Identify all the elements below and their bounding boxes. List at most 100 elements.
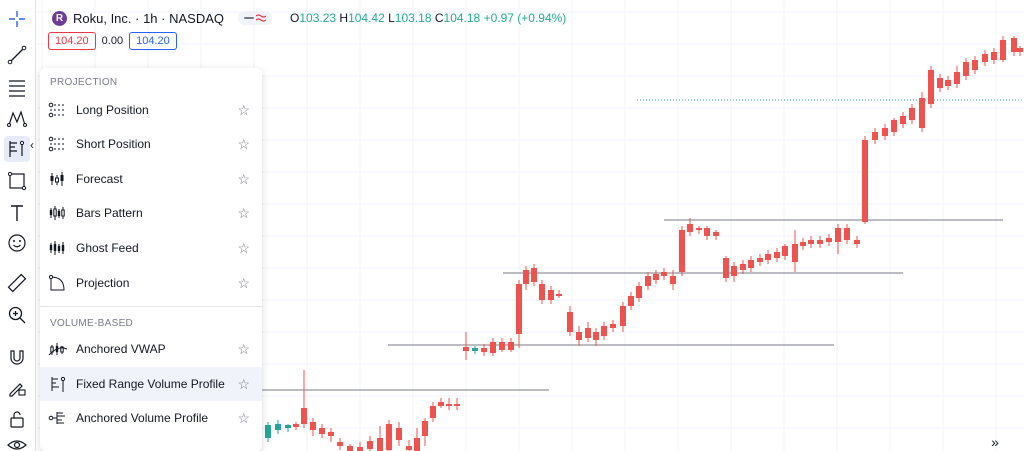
favorite-star-icon[interactable]: ☆ <box>237 409 250 426</box>
candle-body <box>740 264 746 270</box>
candle-body <box>593 332 599 340</box>
candle-body <box>539 284 545 300</box>
favorite-star-icon[interactable]: ☆ <box>237 135 250 152</box>
menu-item-anchored-vwap[interactable]: Anchored VWAP ☆ <box>40 332 262 366</box>
menu-item-ghost-feed[interactable]: Ghost Feed ☆ <box>40 231 262 265</box>
collapse-arrow[interactable]: ‹ <box>30 138 34 152</box>
measure-tool[interactable] <box>4 270 30 296</box>
fib-retracement-icon <box>9 80 25 97</box>
menu-item-label: Anchored Volume Profile <box>76 411 209 425</box>
candle-body <box>481 348 487 352</box>
trend-line-tool[interactable] <box>4 42 30 68</box>
menu-item-label: Short Position <box>76 137 151 151</box>
candle-body <box>446 404 452 406</box>
magnet-tool[interactable] <box>4 344 30 370</box>
crosshair-tool[interactable] <box>4 6 30 32</box>
sell-button[interactable]: 104.20 <box>48 32 96 50</box>
menu-item-anchored-volume-profile[interactable]: Anchored Volume Profile ☆ <box>40 401 262 435</box>
shape-tool[interactable] <box>4 168 30 194</box>
candle-body <box>275 424 281 430</box>
favorite-star-icon[interactable]: ☆ <box>237 375 250 392</box>
candle-body <box>679 230 685 272</box>
candle-body <box>301 408 307 424</box>
candle-body <box>909 108 915 120</box>
menu-item-label: Anchored VWAP <box>76 342 166 356</box>
high-key: H <box>339 11 349 25</box>
smile-icon <box>8 234 26 252</box>
text-tool[interactable] <box>4 200 30 226</box>
favorite-star-icon[interactable]: ☆ <box>237 340 250 357</box>
trend-line-icon <box>7 45 27 65</box>
menu-item-label: Long Position <box>76 103 149 117</box>
magnet-icon <box>10 350 24 365</box>
candle-body <box>576 332 582 340</box>
fixed-range-volume-profile-icon <box>47 373 69 395</box>
long-position-icon <box>47 99 69 121</box>
candle-body <box>438 402 444 406</box>
candles <box>265 36 1023 451</box>
symbol-logo: R <box>52 10 67 26</box>
unlock-icon <box>10 411 24 428</box>
buy-button[interactable]: 104.20 <box>129 32 177 50</box>
favorite-star-icon[interactable]: ☆ <box>237 204 250 221</box>
menu-item-forecast[interactable]: Forecast ☆ <box>40 162 262 196</box>
menu-item-bars-pattern[interactable]: Bars Pattern ☆ <box>40 196 262 230</box>
lock-tool[interactable] <box>4 406 30 432</box>
candle-body <box>687 224 693 232</box>
favorite-star-icon[interactable]: ☆ <box>237 101 250 118</box>
anchored-vwap-icon <box>47 338 69 360</box>
ohlc-values: O103.23 H104.42 L103.18 C104.18 +0.97 (+… <box>290 11 566 25</box>
favorite-star-icon[interactable]: ☆ <box>237 274 250 291</box>
scroll-to-realtime-button[interactable]: » <box>991 434 999 450</box>
fib-tool[interactable] <box>4 74 30 100</box>
price-chart[interactable] <box>37 0 1024 451</box>
candle-body <box>696 228 702 230</box>
menu-item-fixed-range-volume-profile[interactable]: Fixed Range Volume Profile ☆ <box>40 367 262 401</box>
zoom-tool[interactable] <box>4 302 30 328</box>
chart-canvas[interactable] <box>37 0 1024 451</box>
candle-body <box>265 425 271 438</box>
candle-body <box>808 240 814 244</box>
candle-body <box>782 246 788 256</box>
drawing-toolbar: ‹ <box>0 0 36 451</box>
menu-item-short-position[interactable]: Short Position ☆ <box>40 127 262 161</box>
candle-body <box>817 240 823 244</box>
candle-body <box>765 254 771 260</box>
prediction-tool[interactable] <box>4 136 30 162</box>
menu-item-projection[interactable]: Projection ☆ <box>40 266 262 300</box>
candle-body <box>508 342 514 350</box>
menu-item-label: Forecast <box>76 172 123 186</box>
horizontal-levels <box>262 99 1024 391</box>
candle-body <box>670 276 676 284</box>
menu-divider <box>40 306 262 307</box>
symbol-header: R Roku, Inc. · 1h · NASDAQ O103.23 H104.… <box>52 8 566 28</box>
candle-body <box>937 78 943 88</box>
candle-body <box>919 98 925 128</box>
candle-body <box>991 52 997 60</box>
favorite-star-icon[interactable]: ☆ <box>237 239 250 256</box>
visibility-tool[interactable] <box>4 432 30 451</box>
menu-item-long-position[interactable]: Long Position ☆ <box>40 93 262 127</box>
low-key: L <box>388 11 395 25</box>
candle-body <box>636 286 642 298</box>
candle-body <box>601 326 607 336</box>
menu-item-label: Projection <box>76 276 130 290</box>
text-icon <box>11 205 23 221</box>
candle-body <box>310 422 316 430</box>
favorite-star-icon[interactable]: ☆ <box>237 170 250 187</box>
emoji-tool[interactable] <box>4 230 30 256</box>
candle-body <box>945 80 951 86</box>
open-value: 103.23 <box>299 11 337 25</box>
candle-body <box>723 258 729 278</box>
candle-body <box>1017 48 1023 52</box>
pattern-tool[interactable] <box>4 106 30 132</box>
candle-body <box>516 284 522 334</box>
stay-in-drawing-tool[interactable] <box>4 374 30 400</box>
symbol-title[interactable]: Roku, Inc. · 1h · NASDAQ <box>73 10 224 26</box>
anchored-volume-profile-icon <box>47 407 69 429</box>
candle-body <box>347 446 353 451</box>
visibility-toggle[interactable] <box>238 11 272 25</box>
candle-body <box>713 232 719 236</box>
close-key: C <box>434 11 444 25</box>
pencil-lock-icon <box>9 383 26 397</box>
